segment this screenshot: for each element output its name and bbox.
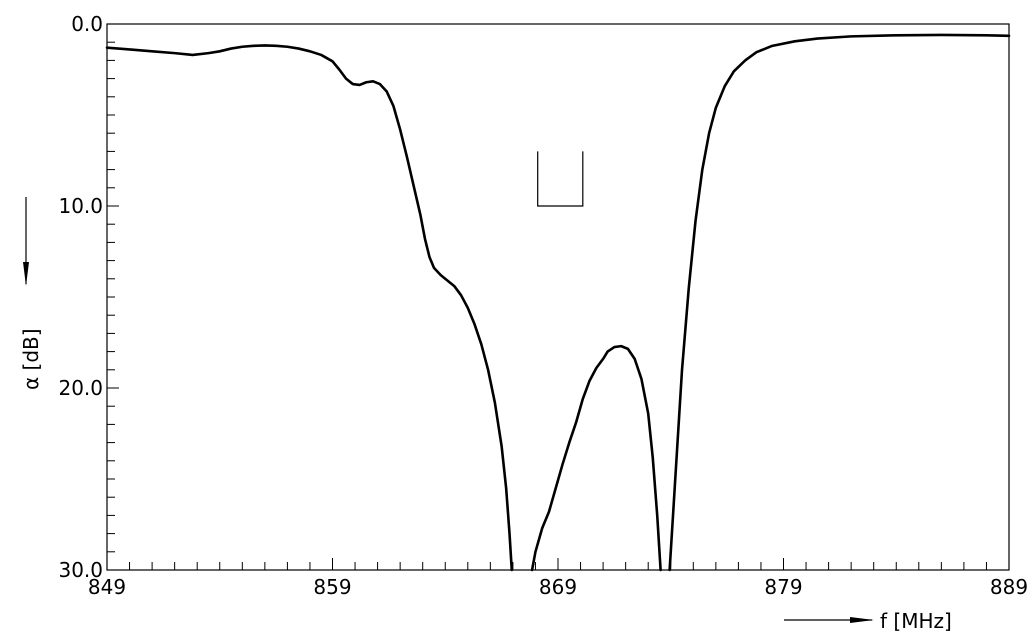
x-tick-labels: 849 859 869 879 889 bbox=[88, 575, 1028, 599]
x-tick-label: 849 bbox=[88, 575, 126, 599]
series-group bbox=[105, 33, 1011, 572]
x-minor-ticks bbox=[106, 558, 1010, 570]
x-tick-label: 859 bbox=[313, 575, 351, 599]
series-line bbox=[105, 44, 514, 572]
x-tick-label: 879 bbox=[764, 575, 802, 599]
y-tick-label: 20.0 bbox=[58, 376, 103, 400]
series-line bbox=[668, 33, 1011, 572]
series-line bbox=[530, 344, 662, 572]
x-axis-label: f [MHz] bbox=[880, 609, 952, 633]
y-axis-arrow-head bbox=[23, 262, 29, 286]
x-tick-label: 869 bbox=[539, 575, 577, 599]
y-tick-label: 10.0 bbox=[58, 194, 103, 218]
bracket-shape bbox=[537, 151, 584, 207]
y-tick-label: 0.0 bbox=[71, 12, 103, 36]
x-axis-label-group: f [MHz] bbox=[784, 609, 952, 633]
y-axis-label-group: α [dB] bbox=[19, 197, 43, 390]
x-axis-arrow-head bbox=[850, 617, 874, 623]
x-tick-label: 889 bbox=[990, 575, 1028, 599]
y-tick-labels: 0.0 10.0 20.0 30.0 bbox=[58, 12, 103, 582]
plot-area-border bbox=[106, 23, 1010, 571]
y-tick-label: 30.0 bbox=[58, 558, 103, 582]
annotation-bracket bbox=[537, 151, 584, 207]
y-axis-label: α [dB] bbox=[19, 328, 43, 390]
plot-frame bbox=[106, 23, 1010, 571]
y-minor-ticks bbox=[107, 23, 119, 571]
